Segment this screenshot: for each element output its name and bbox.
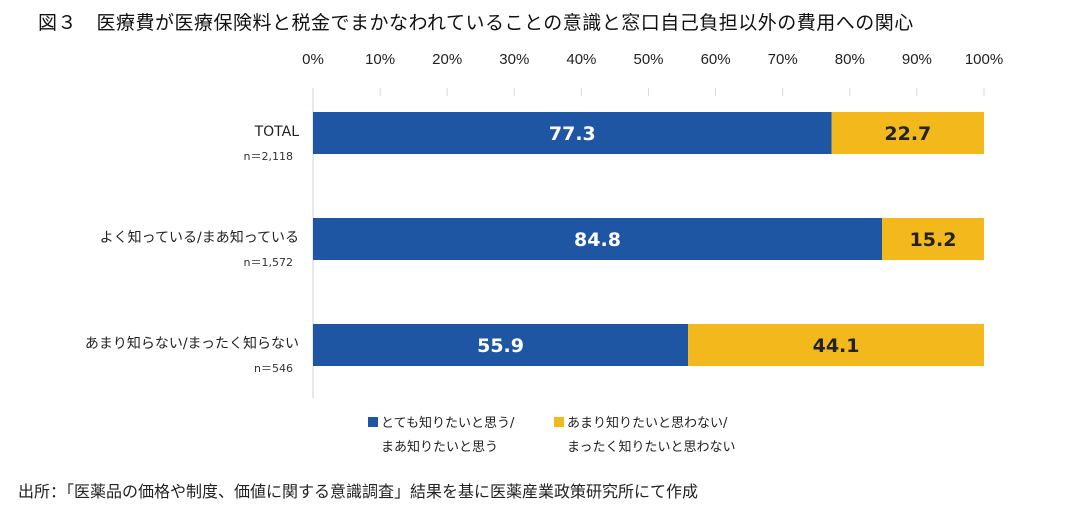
bar-segment	[313, 324, 689, 366]
bar-segment	[313, 218, 883, 260]
bar-segment	[831, 112, 984, 154]
data-label: 77.3	[549, 123, 596, 145]
legend-label-line2: まあ知りたいと思う	[381, 440, 499, 455]
legend-label-line2: まったく知りたいと思わない	[567, 440, 736, 455]
legend-label-line1: とても知りたいと思う/	[381, 416, 515, 431]
data-label: 15.2	[910, 229, 957, 251]
category-label: よく知っている/まあ知っている	[100, 229, 299, 246]
x-tick-label: 70%	[768, 51, 798, 68]
x-tick-label: 40%	[566, 51, 596, 68]
data-label: 44.1	[813, 335, 860, 357]
legend-swatch-blue	[368, 417, 378, 427]
x-tick-label: 60%	[701, 51, 731, 68]
category-label: あまり知らない/まったく知らない	[85, 335, 299, 352]
category-n-label: n＝1,572	[244, 256, 293, 269]
x-tick-label: 10%	[365, 51, 395, 68]
x-tick-label: 20%	[432, 51, 462, 68]
category-label: TOTAL	[254, 124, 300, 140]
x-tick-label: 0%	[302, 51, 324, 68]
bar-segment	[882, 218, 984, 260]
legend-label-line1: あまり知りたいと思わない/	[567, 416, 728, 431]
data-label: 84.8	[574, 229, 621, 251]
legend-item-dont-want-to-know: あまり知りたいと思わない/ まったく知りたいと思わない	[554, 412, 735, 460]
category-n-label: n＝546	[254, 362, 293, 375]
bar-segment	[313, 112, 832, 154]
data-label: 22.7	[884, 123, 931, 145]
category-n-label: n＝2,118	[244, 150, 293, 163]
legend-item-want-to-know: とても知りたいと思う/ まあ知りたいと思う	[368, 412, 514, 460]
x-tick-label: 100%	[965, 51, 1003, 68]
source-note: 出所：「医薬品の価格や制度、価値に関する意識調査」結果を基に医薬産業政策研究所に…	[18, 482, 699, 501]
legend-swatch-gold	[554, 417, 564, 427]
x-tick-label: 50%	[633, 51, 663, 68]
data-label: 55.9	[477, 335, 524, 357]
chart-title: 図３ 医療費が医療保険料と税金でまかなわれていることの意識と窓口自己負担以外の費…	[38, 12, 914, 34]
bar-segment	[688, 324, 984, 366]
x-tick-label: 30%	[499, 51, 529, 68]
x-tick-label: 80%	[835, 51, 865, 68]
x-tick-label: 90%	[902, 51, 932, 68]
